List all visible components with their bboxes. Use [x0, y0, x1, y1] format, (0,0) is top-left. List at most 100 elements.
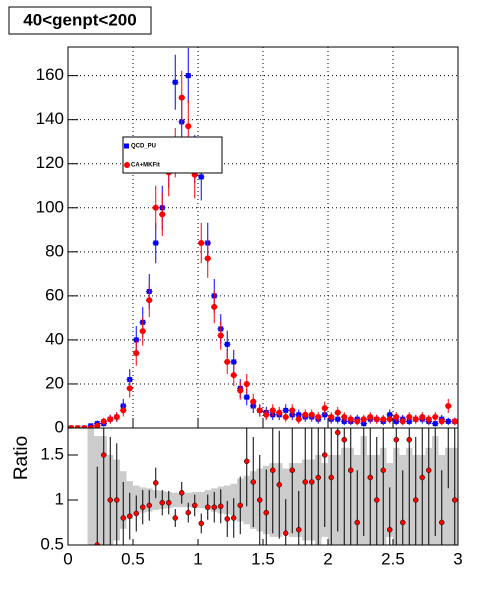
marker	[354, 519, 360, 526]
marker	[205, 504, 211, 510]
uncertainty-band	[224, 485, 231, 515]
marker	[328, 413, 335, 420]
marker	[419, 413, 426, 420]
y-tick-label: 1	[55, 489, 64, 508]
marker	[250, 479, 256, 485]
marker	[126, 385, 133, 392]
marker	[296, 526, 302, 533]
marker	[153, 240, 159, 246]
marker	[439, 519, 445, 526]
marker	[276, 481, 282, 488]
x-tick-label: 0.5	[121, 549, 145, 568]
uncertainty-band	[87, 428, 94, 545]
marker	[211, 303, 218, 310]
uncertainty-band	[198, 491, 205, 509]
marker	[244, 458, 250, 465]
marker	[159, 499, 165, 506]
legend-label: CA+MKFit	[131, 163, 160, 169]
marker	[133, 510, 139, 517]
marker	[231, 359, 237, 365]
marker	[393, 436, 399, 443]
marker	[81, 425, 88, 428]
marker	[445, 418, 451, 424]
marker	[360, 416, 367, 423]
marker	[373, 416, 380, 423]
marker	[380, 416, 387, 423]
marker	[74, 425, 81, 428]
marker	[315, 413, 322, 420]
marker	[198, 174, 204, 180]
marker	[230, 372, 237, 379]
uncertainty-band	[172, 492, 179, 508]
y-tick-label: 40	[45, 329, 64, 348]
x-tick-label: 2	[323, 549, 332, 568]
marker	[211, 504, 217, 510]
y-tick-label: 1.5	[40, 444, 64, 463]
legend-marker	[124, 143, 129, 149]
x-tick-label: 3	[453, 549, 462, 568]
y-tick-label: 0	[55, 417, 64, 436]
marker	[179, 490, 185, 496]
marker	[263, 411, 270, 418]
marker	[127, 513, 133, 519]
marker	[451, 418, 458, 425]
marker	[322, 452, 328, 458]
y-tick-label: 60	[45, 285, 64, 304]
marker	[276, 409, 283, 416]
marker	[413, 497, 419, 503]
marker	[250, 398, 257, 405]
marker	[289, 407, 296, 414]
marker	[367, 474, 373, 481]
marker	[120, 407, 127, 414]
x-tick-label: 1	[193, 549, 202, 568]
marker	[146, 297, 153, 304]
marker	[231, 515, 237, 521]
marker	[335, 416, 341, 422]
marker	[282, 413, 289, 420]
marker	[178, 94, 185, 101]
marker	[393, 413, 400, 420]
marker	[432, 421, 438, 427]
plot-area	[68, 47, 458, 428]
marker	[198, 240, 205, 247]
marker	[237, 387, 244, 394]
marker	[101, 452, 107, 458]
uncertainty-band	[445, 447, 452, 545]
legend-box	[122, 136, 223, 174]
marker	[270, 467, 276, 474]
marker	[185, 73, 191, 79]
marker	[172, 79, 178, 85]
marker	[283, 407, 289, 413]
marker	[387, 526, 393, 533]
marker	[321, 405, 328, 412]
x-tick-label: 0	[63, 549, 72, 568]
marker	[204, 255, 211, 262]
marker	[309, 479, 315, 485]
marker	[445, 402, 452, 409]
marker	[257, 497, 263, 503]
marker	[399, 418, 406, 425]
marker	[308, 411, 315, 418]
plot-area	[68, 428, 458, 545]
title-box	[8, 6, 152, 35]
marker	[198, 520, 204, 527]
chart-title: 40<genpt<200	[23, 10, 136, 29]
marker	[152, 204, 159, 211]
uncertainty-band	[152, 490, 159, 510]
y-tick-label: 140	[36, 109, 64, 128]
marker	[341, 413, 348, 420]
marker	[386, 416, 393, 423]
marker	[289, 467, 295, 474]
marker	[263, 509, 269, 516]
marker	[107, 497, 113, 503]
y-axis-label: Ratio	[11, 436, 32, 480]
marker	[146, 502, 152, 509]
marker	[335, 429, 341, 436]
marker	[224, 516, 230, 522]
marker	[432, 413, 439, 420]
marker	[166, 499, 172, 506]
marker	[256, 407, 263, 414]
marker	[159, 211, 166, 218]
marker	[438, 418, 445, 425]
